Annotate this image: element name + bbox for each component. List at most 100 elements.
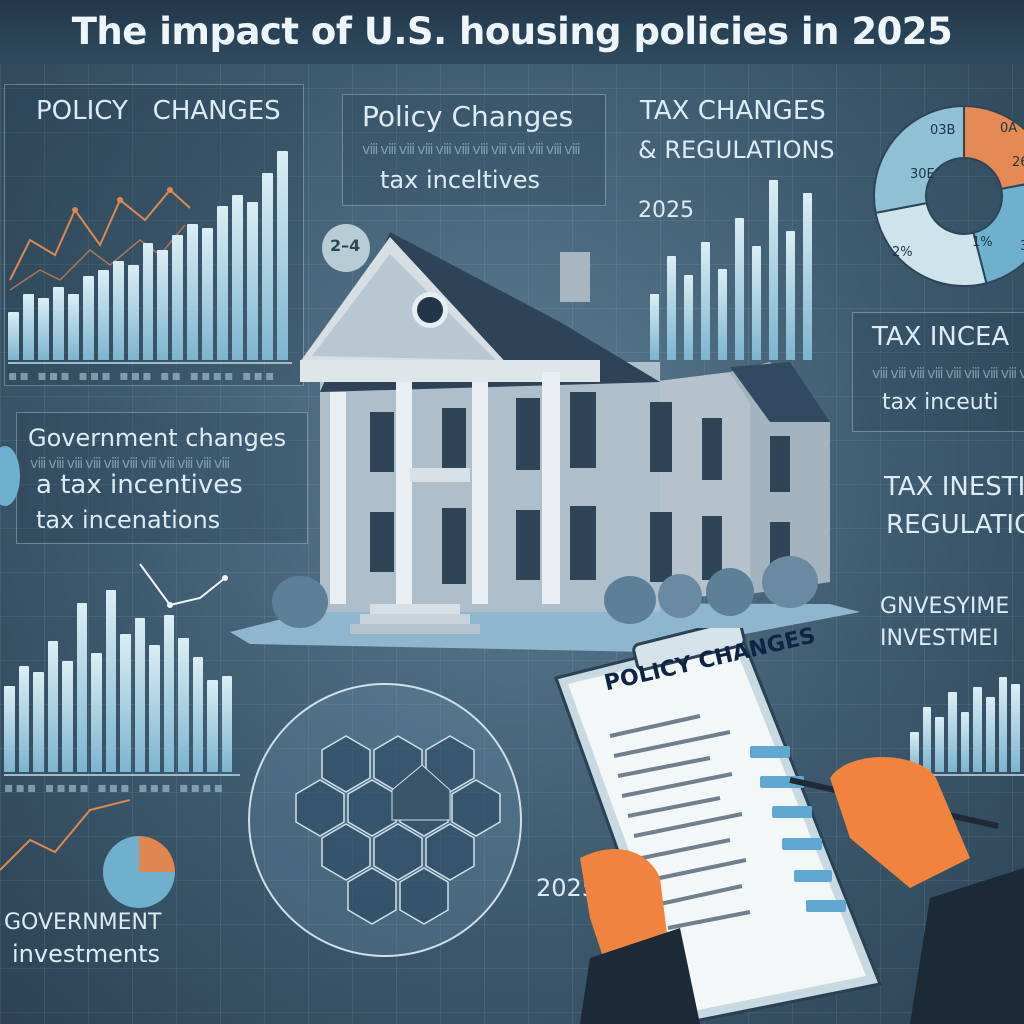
chart-bar [178, 637, 189, 772]
chart-bar [752, 246, 761, 360]
chart-bar [47, 641, 58, 772]
axis-line-bottom-left [4, 774, 240, 776]
year-badge [322, 224, 370, 272]
tax-incentives-heading: TAX INCEA [872, 322, 1010, 352]
axis-ticks: ▪▪ ▪▪▪ ▪▪▪ ▪▪▪ ▪▪ ▪▪▪▪ ▪▪▪ ▪▪▪ ▪▪ [8, 368, 277, 384]
bar-chart-top-left [8, 140, 292, 360]
clipboard-illustration [554, 628, 1024, 1024]
chart-bar [37, 298, 49, 360]
government-changes-heading: Government changes [28, 424, 287, 452]
chart-bar [803, 192, 812, 360]
scribble-text-right: ⅷⅷⅷⅷⅷⅷⅷⅷⅷ [872, 366, 1024, 382]
donut-label: 2% [892, 245, 913, 260]
regulation-heading: REGULATIO [886, 510, 1024, 540]
chart-bar [62, 660, 73, 772]
chart-bar [667, 255, 676, 360]
page-title: The impact of U.S. housing policies in 2… [71, 10, 953, 53]
donut-label: 03B [930, 123, 955, 138]
bar-chart-bottom-right [910, 672, 1024, 772]
chart-bar [157, 250, 169, 360]
tax-incentives-subtitle: tax inceltives [380, 166, 541, 194]
donut-segment [874, 201, 988, 287]
chart-bar [120, 633, 131, 772]
chart-bar [769, 179, 778, 360]
policy-changes-heading: POLICY CHANGES [36, 96, 281, 126]
chart-bar [935, 717, 944, 772]
donut-label: 30ES [1020, 239, 1024, 254]
tax-changes-year: 2025 [638, 198, 694, 223]
chart-bar [67, 294, 79, 360]
chart-bar [163, 614, 174, 772]
zigzag-line [0, 799, 131, 871]
donut-chart: 03B0A30E262%30K30ES1% [873, 104, 1024, 287]
policy-changes-title: Policy Changes [362, 100, 574, 133]
chart-bar [247, 201, 259, 360]
donut-segment [963, 104, 1024, 191]
chart-bar [134, 618, 145, 772]
investment-heading-1: GNVESYIME [880, 594, 1010, 619]
chart-bar [127, 265, 139, 360]
chart-bar [718, 268, 727, 360]
chart-bar [998, 677, 1008, 772]
donut-label: 0A [1000, 121, 1017, 136]
chart-bar [142, 243, 154, 360]
chart-bar [910, 732, 919, 772]
chart-bar [232, 195, 244, 360]
chart-bar [262, 173, 274, 360]
chart-bar [922, 707, 932, 772]
chart-bar [22, 294, 34, 360]
chart-bar [202, 228, 214, 360]
pie-icon [103, 836, 175, 908]
bar-chart-bottom-left [4, 580, 236, 772]
chart-bar [650, 293, 659, 360]
chart-bar [986, 697, 995, 772]
bar-chart-top-right [650, 170, 820, 360]
chart-bar [82, 276, 94, 360]
chart-bar [948, 692, 957, 772]
investment-heading-2: INVESTMEI [880, 626, 999, 651]
chart-bar [1011, 684, 1020, 772]
axis-line [8, 362, 292, 364]
chart-bar [97, 269, 109, 360]
tax-incentives-subtext: tax inceuti [882, 390, 999, 415]
chart-bar [76, 603, 87, 772]
chart-bar [149, 645, 160, 772]
chart-bar [172, 234, 184, 360]
tax-investment-heading: TAX INESTI [884, 472, 1024, 502]
axis-ticks-bottom: ▪▪▪ ▪▪▪▪ ▪▪▪ ▪▪▪ ▪▪▪▪ ▪▪ [4, 780, 226, 796]
chart-bar [18, 666, 29, 772]
government-label: GOVERNMENT [4, 910, 162, 935]
chart-bar [33, 672, 44, 772]
chart-bar [105, 589, 116, 772]
chart-bar [973, 687, 982, 772]
donut-label: 1% [972, 235, 993, 250]
chart-bar [217, 206, 229, 360]
title-band [0, 0, 1024, 64]
globe-icon [0, 446, 20, 506]
chart-bar [207, 679, 218, 772]
tax-incentives-line: a tax incentives [36, 470, 243, 500]
hexagon-globe [248, 683, 522, 957]
chart-bar [91, 652, 102, 772]
policy-changes-tax-panel [342, 94, 606, 206]
chart-bar [701, 242, 710, 360]
donut-segment [972, 183, 1024, 285]
chart-bar [52, 287, 64, 360]
tax-changes-heading: TAX CHANGES [640, 96, 826, 126]
investments-label: investments [12, 940, 161, 968]
donut-segment [873, 104, 965, 215]
chart-bar [684, 274, 693, 360]
donut-label: 26 [1012, 155, 1024, 170]
government-changes-panel [16, 412, 308, 544]
chart-bar [192, 656, 203, 772]
scribble-text: ⅷⅷⅷⅷⅷⅷⅷⅷⅷⅷⅷⅷ [362, 142, 582, 158]
chart-bar [735, 217, 744, 360]
donut-label: 30E [910, 167, 935, 182]
chart-bar [4, 685, 15, 772]
sparkline [139, 563, 228, 608]
chart-bar [277, 151, 288, 360]
house-illustration [230, 232, 860, 652]
chart-bar [187, 223, 199, 360]
scribble-text-left: ⅷⅷⅷⅷⅷⅷⅷⅷⅷⅷⅷ [30, 456, 233, 472]
